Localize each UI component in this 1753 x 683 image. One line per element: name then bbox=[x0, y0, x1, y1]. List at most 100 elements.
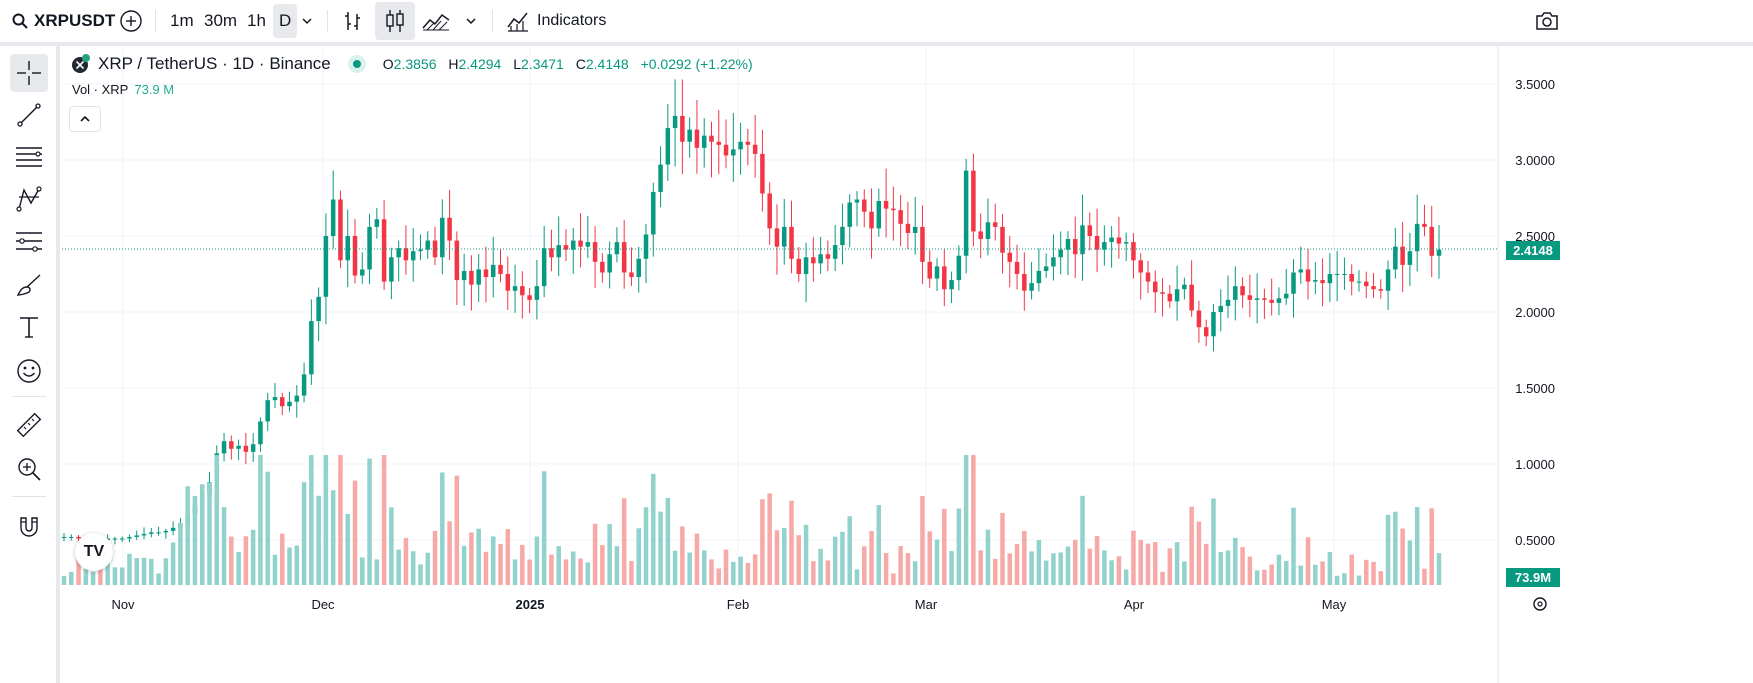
crosshair-icon[interactable] bbox=[10, 54, 48, 92]
close-value: 2.4148 bbox=[585, 56, 629, 72]
volume-bar bbox=[840, 531, 845, 585]
volume-bar bbox=[723, 549, 729, 585]
volume-bar bbox=[520, 544, 525, 585]
indicators-button[interactable]: Indicators bbox=[506, 0, 606, 42]
candle-body bbox=[127, 536, 132, 539]
volume-bar bbox=[687, 552, 692, 585]
candle-body bbox=[265, 400, 270, 422]
volume-legend[interactable]: Vol · XRP 73.9 M bbox=[72, 82, 174, 97]
candle-body bbox=[476, 269, 481, 285]
candle-body bbox=[1225, 299, 1231, 306]
candle-body bbox=[1429, 226, 1434, 256]
trendline-icon[interactable] bbox=[10, 96, 48, 134]
volume-bar bbox=[1371, 561, 1376, 585]
candle-body bbox=[498, 264, 503, 274]
emoji-icon[interactable] bbox=[10, 352, 48, 390]
candle-body bbox=[156, 532, 161, 534]
volume-bar bbox=[316, 495, 321, 585]
candle-body bbox=[1109, 237, 1114, 243]
pattern-icon[interactable] bbox=[10, 180, 48, 218]
candle-body bbox=[432, 240, 438, 258]
volume-bar bbox=[90, 572, 96, 585]
candle-body bbox=[709, 135, 714, 142]
interval-dropdown-chevron-down-icon[interactable] bbox=[300, 0, 314, 42]
tradingview-logo[interactable]: TV bbox=[75, 533, 113, 571]
volume-bar bbox=[76, 553, 81, 585]
candle-body bbox=[781, 226, 787, 247]
candle-body bbox=[279, 397, 285, 407]
candle-body bbox=[1131, 242, 1136, 261]
candle-body bbox=[949, 280, 954, 290]
volume-bar bbox=[803, 524, 809, 585]
interval-30m[interactable]: 30m bbox=[204, 11, 238, 30]
volume-bar bbox=[170, 542, 176, 585]
chart-type-chevron-down-icon[interactable] bbox=[464, 0, 478, 42]
volume-bar bbox=[818, 548, 823, 585]
compare-add-icon[interactable] bbox=[119, 0, 143, 42]
candle-body bbox=[600, 261, 605, 273]
volume-bar bbox=[1051, 553, 1056, 585]
volume-bar bbox=[1203, 543, 1209, 585]
volume-bar bbox=[352, 480, 358, 585]
volume-bar bbox=[1240, 547, 1245, 585]
volume-bar bbox=[1429, 508, 1434, 585]
candle-body bbox=[1014, 261, 1020, 274]
magnet-icon[interactable] bbox=[10, 508, 48, 546]
ruler-icon[interactable] bbox=[10, 406, 48, 444]
candle-body bbox=[934, 266, 940, 279]
symbol-search[interactable]: XRPUSDT bbox=[12, 0, 115, 42]
volume-bar bbox=[1305, 537, 1311, 585]
bar-chart-type-icon[interactable] bbox=[342, 0, 364, 42]
volume-bar bbox=[767, 493, 772, 585]
volume-bar bbox=[789, 500, 794, 585]
collapse-legend-button[interactable] bbox=[69, 106, 101, 132]
fib-icon[interactable] bbox=[10, 138, 48, 176]
top-toolbar: XRPUSDT 1m 30m 1h D Indicators bbox=[0, 0, 1753, 46]
volume-bar bbox=[1014, 543, 1020, 585]
candle-body bbox=[803, 257, 809, 274]
camera-icon[interactable] bbox=[1534, 0, 1560, 42]
interval-1h[interactable]: 1h bbox=[247, 11, 266, 30]
volume-bar bbox=[745, 562, 751, 585]
interval-d[interactable]: D bbox=[273, 4, 298, 38]
zoom-icon[interactable] bbox=[10, 450, 48, 488]
volume-bar bbox=[811, 561, 816, 585]
candle-body bbox=[912, 226, 918, 233]
brush-icon[interactable] bbox=[10, 266, 48, 304]
candle-body bbox=[1371, 286, 1376, 290]
volume-bar bbox=[1269, 564, 1274, 585]
candle-body bbox=[69, 536, 74, 538]
text-icon[interactable] bbox=[10, 308, 48, 346]
forecast-icon[interactable] bbox=[10, 222, 48, 260]
candle-body bbox=[1174, 289, 1180, 302]
volume-bar bbox=[141, 557, 147, 585]
candle-body bbox=[309, 321, 314, 375]
candle-body bbox=[1414, 223, 1420, 252]
market-status-icon[interactable] bbox=[347, 54, 367, 74]
symbol-title[interactable]: XRP / TetherUS · 1D · Binance bbox=[98, 54, 331, 73]
change-value: +0.0292 (+1.22%) bbox=[640, 56, 753, 72]
volume-bar bbox=[585, 562, 591, 585]
candle-body bbox=[701, 135, 707, 148]
price-chart[interactable]: 3.5000 3.0000 2.5000 2.0000 1.5000 1.0000 0.50… bbox=[60, 46, 1753, 683]
volume-bar bbox=[883, 553, 889, 585]
last-volume-tag: 73.9M bbox=[1506, 568, 1560, 587]
settings-gear-icon[interactable] bbox=[1533, 597, 1547, 611]
volume-bar bbox=[949, 551, 954, 585]
candle-body bbox=[745, 141, 751, 145]
volume-bar bbox=[1225, 550, 1231, 585]
candle-chart-type-icon[interactable] bbox=[375, 2, 415, 40]
candle-body bbox=[396, 248, 401, 258]
candle-body bbox=[687, 129, 692, 142]
interval-1m[interactable]: 1m bbox=[170, 11, 194, 30]
volume-bar bbox=[905, 553, 911, 585]
volume-bar bbox=[61, 575, 67, 585]
volume-bar bbox=[1313, 564, 1318, 585]
candle-body bbox=[316, 296, 321, 322]
candle-body bbox=[1240, 286, 1245, 296]
area-chart-type-icon[interactable] bbox=[422, 0, 450, 42]
candle-body bbox=[767, 193, 772, 229]
candle-body bbox=[352, 236, 358, 276]
candle-body bbox=[367, 226, 372, 270]
candle-body bbox=[752, 144, 758, 154]
